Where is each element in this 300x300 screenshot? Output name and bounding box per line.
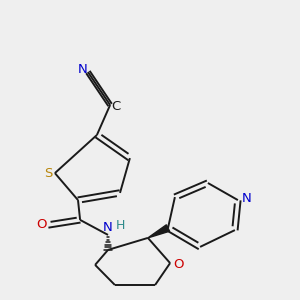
Text: H: H <box>116 219 125 232</box>
Text: S: S <box>44 167 52 180</box>
Text: N: N <box>78 62 87 76</box>
Text: O: O <box>173 258 184 271</box>
Text: O: O <box>36 218 47 232</box>
Text: N: N <box>242 192 251 205</box>
Polygon shape <box>148 225 170 238</box>
Text: C: C <box>111 100 120 113</box>
Text: N: N <box>103 221 113 234</box>
